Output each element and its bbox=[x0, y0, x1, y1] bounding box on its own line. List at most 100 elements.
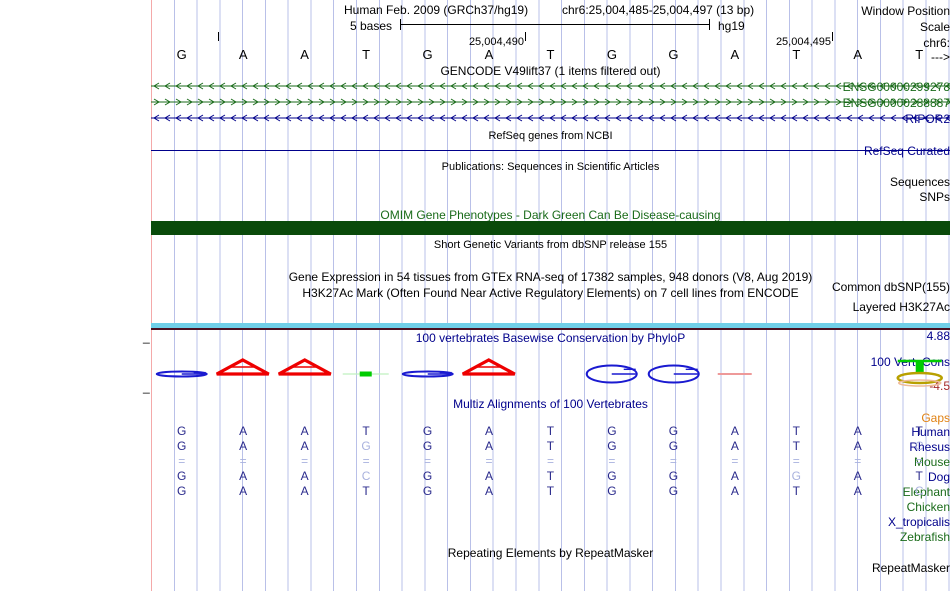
alignment-base: = bbox=[362, 454, 370, 468]
alignment-base: T bbox=[792, 439, 800, 453]
omim-track-title: OMIM Gene Phenotypes - Dark Green Can Be… bbox=[380, 208, 721, 222]
species-label-human[interactable]: Human bbox=[911, 425, 950, 439]
alignment-base: T bbox=[546, 424, 555, 438]
reference-base: T bbox=[915, 47, 924, 62]
gene-label-ensg00000299278[interactable]: ENSG00000299278 bbox=[842, 80, 950, 94]
alignment-base: = bbox=[239, 454, 247, 468]
scale-row-label: Scale bbox=[919, 20, 950, 34]
h3k27ac-baseline bbox=[151, 328, 950, 330]
reference-base: G bbox=[176, 47, 187, 62]
repeatmasker-label[interactable]: RepeatMasker bbox=[871, 561, 950, 575]
reference-base: A bbox=[484, 47, 494, 62]
alignment-base: A bbox=[239, 439, 248, 453]
alignment-base: A bbox=[853, 424, 862, 438]
phylop-conservation-plot[interactable] bbox=[151, 348, 950, 398]
ruler-tick bbox=[218, 32, 219, 41]
alignment-base: = bbox=[546, 454, 554, 468]
refseq-curated-line[interactable] bbox=[151, 150, 950, 151]
reference-base: A bbox=[853, 47, 863, 62]
gene-row-ensg00000299278[interactable] bbox=[151, 80, 950, 92]
repeatmasker-track-title: Repeating Elements by RepeatMasker bbox=[447, 546, 654, 560]
conservation-bar bbox=[889, 348, 950, 398]
alignment-base: A bbox=[239, 469, 248, 483]
reference-base: T bbox=[362, 47, 371, 62]
common-dbsnp-label[interactable]: Common dbSNP(155) bbox=[831, 280, 950, 294]
species-label-rhesus[interactable]: Rhesus bbox=[909, 440, 950, 454]
alignment-base: G bbox=[177, 424, 187, 438]
ruler-tick bbox=[832, 32, 833, 41]
species-label-dog[interactable]: Dog bbox=[927, 470, 950, 484]
alignment-base: C bbox=[914, 439, 924, 453]
alignment-base: T bbox=[362, 484, 370, 498]
publications-snps-label[interactable]: SNPs bbox=[919, 190, 950, 204]
h3k27ac-signal-bar[interactable] bbox=[151, 323, 950, 328]
alignment-base: A bbox=[730, 439, 739, 453]
alignment-row-mouse[interactable]: = = = = = = = = = = = = = bbox=[151, 455, 950, 470]
refseq-curated-label[interactable]: RefSeq Curated bbox=[863, 144, 950, 158]
alignment-base: A bbox=[300, 439, 309, 453]
alignment-base: A bbox=[300, 469, 309, 483]
alignment-base: G bbox=[607, 484, 617, 498]
species-label-zebrafish[interactable]: Zebrafish bbox=[899, 530, 950, 544]
gene-row-ensg00000288887[interactable] bbox=[151, 96, 950, 108]
alignment-base: = bbox=[178, 454, 186, 468]
assembly-name: Human Feb. 2009 (GRCh37/hg19) bbox=[344, 3, 529, 17]
alignment-base: T bbox=[792, 424, 800, 438]
position-range: chr6:25,004,485-25,004,497 (13 bp) bbox=[562, 3, 755, 17]
omim-gene-bar[interactable] bbox=[151, 221, 950, 235]
species-label-chicken[interactable]: Chicken bbox=[906, 500, 950, 514]
alignment-base: T bbox=[546, 469, 555, 483]
alignment-base: G bbox=[668, 424, 679, 438]
alignment-row-chicken[interactable] bbox=[151, 500, 950, 515]
alignment-base: A bbox=[300, 424, 309, 438]
alignment-base: G bbox=[361, 439, 371, 453]
conservation-bar bbox=[274, 348, 335, 398]
chrom-label: chr6: bbox=[923, 36, 950, 50]
alignment-row-zebrafish[interactable] bbox=[151, 530, 950, 545]
axis-max-tick: _ bbox=[143, 330, 150, 344]
conservation-bar bbox=[458, 348, 519, 398]
label-divider-line bbox=[151, 0, 152, 591]
species-label-x_tropicalis[interactable]: X_tropicalis bbox=[887, 515, 950, 529]
alignment-base: = bbox=[731, 454, 739, 468]
strand-label: ---> bbox=[931, 50, 950, 64]
layered-h3k27ac-label[interactable]: Layered H3K27Ac bbox=[852, 300, 950, 314]
alignment-base: T bbox=[792, 484, 800, 498]
reference-base: T bbox=[546, 47, 555, 62]
alignment-base: G bbox=[607, 424, 617, 438]
alignment-base: A bbox=[730, 469, 739, 483]
alignment-base: T bbox=[915, 469, 923, 483]
conservation-bar bbox=[704, 348, 765, 398]
alignment-base: T bbox=[362, 424, 370, 438]
coord-tick-label-2: 25,004,495 bbox=[775, 36, 831, 48]
conservation-bar bbox=[643, 348, 704, 398]
conservation-bar bbox=[581, 348, 642, 398]
alignment-base: G bbox=[177, 484, 187, 498]
alignment-base: G bbox=[607, 439, 617, 453]
species-label-mouse[interactable]: Mouse bbox=[913, 455, 950, 469]
conservation-axis-max: 4.88 bbox=[926, 329, 950, 343]
refseq-track-title: RefSeq genes from NCBI bbox=[488, 130, 613, 142]
alignment-base: A bbox=[853, 484, 862, 498]
alignment-base: = bbox=[608, 454, 616, 468]
gene-row-ripor2[interactable] bbox=[151, 112, 950, 124]
species-label-elephant[interactable]: Elephant bbox=[902, 485, 950, 499]
reference-base: A bbox=[300, 47, 309, 62]
multiz-track-title: Multiz Alignments of 100 Vertebrates bbox=[453, 397, 648, 411]
scale-bar bbox=[400, 19, 710, 30]
coord-tick-label-1: 25,004,490 bbox=[468, 36, 524, 48]
publications-sequences-label[interactable]: Sequences bbox=[889, 175, 950, 189]
conservation-bar bbox=[827, 348, 888, 398]
conservation-bar bbox=[766, 348, 827, 398]
h3k27ac-track-title: H3K27Ac Mark (Often Found Near Active Re… bbox=[302, 286, 799, 300]
alignment-row-x_tropicalis[interactable] bbox=[151, 515, 950, 530]
alignment-base: A bbox=[853, 439, 862, 453]
axis-min-tick: _ bbox=[143, 380, 150, 394]
conservation-bar bbox=[397, 348, 458, 398]
alignment-base: = bbox=[792, 454, 800, 468]
